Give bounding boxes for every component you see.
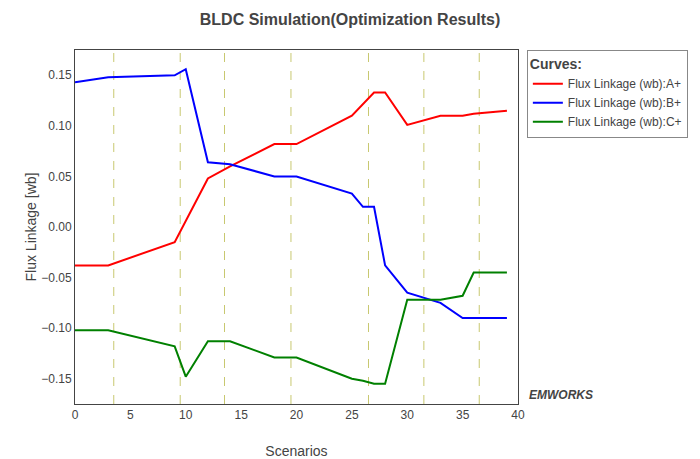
svg-text:35: 35 (456, 408, 470, 422)
svg-text:0.10: 0.10 (48, 119, 72, 133)
svg-text:10: 10 (179, 408, 193, 422)
svg-text:40: 40 (511, 408, 525, 422)
svg-text:−0.15: −0.15 (41, 372, 72, 386)
svg-text:25: 25 (345, 408, 359, 422)
svg-text:0.15: 0.15 (48, 68, 72, 82)
svg-text:30: 30 (401, 408, 415, 422)
svg-text:0.00: 0.00 (48, 220, 72, 234)
svg-text:0: 0 (72, 408, 79, 422)
svg-text:Scenarios: Scenarios (265, 443, 327, 459)
svg-text:Flux Linkage (wb):B+: Flux Linkage (wb):B+ (568, 96, 681, 110)
svg-text:BLDC Simulation(Optimization R: BLDC Simulation(Optimization Results) (200, 11, 500, 28)
svg-text:EMWORKS: EMWORKS (529, 388, 593, 402)
svg-text:−0.10: −0.10 (41, 321, 72, 335)
svg-text:0.05: 0.05 (48, 170, 72, 184)
svg-text:5: 5 (127, 408, 134, 422)
svg-text:−0.05: −0.05 (41, 271, 72, 285)
svg-text:Flux Linkage (wb):C+: Flux Linkage (wb):C+ (568, 115, 682, 129)
svg-text:Flux Linkage [wb]: Flux Linkage [wb] (23, 173, 39, 282)
svg-text:Flux Linkage (wb):A+: Flux Linkage (wb):A+ (568, 77, 681, 91)
svg-text:20: 20 (290, 408, 304, 422)
svg-text:15: 15 (234, 408, 248, 422)
svg-text:Curves:: Curves: (530, 56, 582, 72)
